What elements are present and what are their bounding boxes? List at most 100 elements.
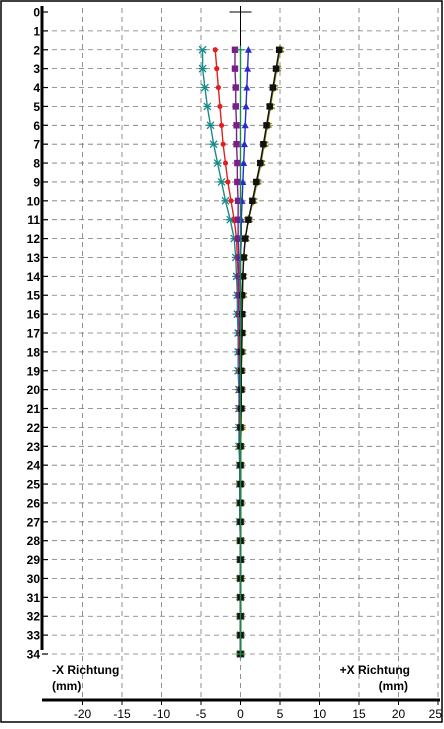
data-point [269,84,277,91]
data-point [234,159,241,167]
y-tick-label: 8 [33,157,40,171]
data-point [232,84,239,91]
data-point [243,83,251,91]
x-tick-label: -10 [153,707,171,721]
y-tick-label: 2 [33,43,40,57]
data-point [240,159,248,167]
data-point [231,65,239,72]
y-tick-label: 1 [33,24,40,38]
data-point [238,292,246,299]
data-point [272,65,280,72]
y-tick-labels: 0123456789101112131415161718192021222324… [27,6,41,662]
y-tick-label: 21 [27,402,41,416]
x-tick-labels: -20 -15 -10 -5 0 5 10 15 20 25 [74,707,442,721]
x-tick-label: -5 [196,707,207,721]
y-tick-label: 33 [27,629,41,643]
x-tick-label: 20 [392,707,406,721]
y-tick-label: 27 [27,515,41,529]
right-unit-label: (mm) [379,679,408,693]
data-point [220,141,226,147]
data-point [206,121,215,130]
y-tick-label: 14 [27,270,41,284]
data-point [231,46,239,53]
data-point [266,103,273,110]
data-point [228,198,234,204]
data-point [198,64,207,73]
y-tick-label: 3 [33,62,40,76]
data-point [233,122,240,129]
y-tick-label: 32 [27,610,41,624]
y-tick-label: 12 [27,232,41,246]
data-point [257,159,264,167]
data-point [242,102,250,110]
y-tick-label: 23 [27,440,41,454]
data-point [241,121,249,129]
data-point [238,348,245,356]
left-unit-label: (mm) [52,679,81,693]
data-point [253,178,260,186]
data-point [260,140,267,148]
y-tick-label: 20 [27,383,41,397]
data-point [234,197,242,205]
x-tick-label: 10 [313,707,327,721]
right-direction-label: +X Richtung [340,663,410,677]
grid-lines [43,8,439,700]
data-point [212,47,218,53]
data-point [198,45,207,54]
data-point [214,66,220,72]
y-tick-label: 18 [27,345,41,359]
y-tick-label: 29 [27,553,41,567]
y-tick-label: 15 [27,289,41,303]
data-point [242,235,249,242]
data-point [203,102,212,111]
y-tick-label: 19 [27,364,41,378]
y-tick-label: 10 [27,194,41,208]
left-direction-label: -X Richtung [52,663,119,677]
data-point [234,178,241,186]
data-point [244,45,252,53]
y-tick-label: 11 [27,213,40,227]
y-tick-label: 16 [27,308,41,322]
data-point [222,160,229,166]
data-point [263,122,270,129]
data-point [238,310,246,318]
annotations: -X Richtung (mm) +X Richtung (mm) [52,663,410,693]
data-point [238,405,245,412]
x-tick-label: 5 [277,707,284,721]
y-tick-label: 17 [27,327,41,341]
x-tick-label: 25 [429,707,443,721]
x-tick-label: 0 [237,707,244,721]
data-point [238,367,245,374]
y-tick-label: 26 [27,496,41,510]
data-point [225,179,231,185]
y-tick-label: 22 [27,421,41,435]
data-point [217,103,223,110]
y-tick-label: 7 [33,138,40,152]
data-point [221,196,230,205]
y-tick-label: 30 [27,572,41,586]
data-point [218,122,225,128]
data-point [200,83,209,92]
data-point [234,235,242,242]
data-point [234,216,242,223]
data-point [239,273,247,280]
y-tick-label: 28 [27,534,41,548]
data-point [276,46,283,53]
y-tick-label: 24 [27,459,41,473]
series-7 [236,45,245,658]
x-tick-label: -20 [74,707,92,721]
data-point [238,329,246,337]
data-point [240,140,248,148]
data-point [217,177,226,186]
data-point [215,84,221,91]
data-point [233,140,240,148]
y-tick-label: 5 [33,100,40,114]
data-point [209,140,218,149]
y-tick-label: 0 [33,6,40,20]
data-point [232,103,239,110]
data-point [245,216,252,223]
data-point [244,64,252,72]
data-point [236,45,245,54]
y-tick-label: 6 [33,119,40,133]
